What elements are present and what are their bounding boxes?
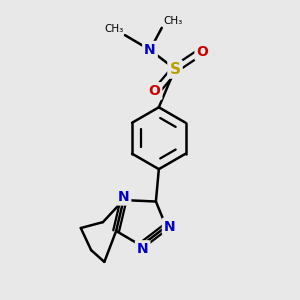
Text: O: O: [148, 84, 160, 98]
Text: N: N: [144, 43, 156, 57]
Text: CH₃: CH₃: [104, 24, 124, 34]
Text: N: N: [164, 220, 176, 234]
Text: O: O: [196, 45, 208, 59]
Text: N: N: [137, 242, 148, 256]
Text: N: N: [118, 190, 129, 203]
Text: S: S: [169, 61, 181, 76]
Text: CH₃: CH₃: [163, 16, 182, 26]
